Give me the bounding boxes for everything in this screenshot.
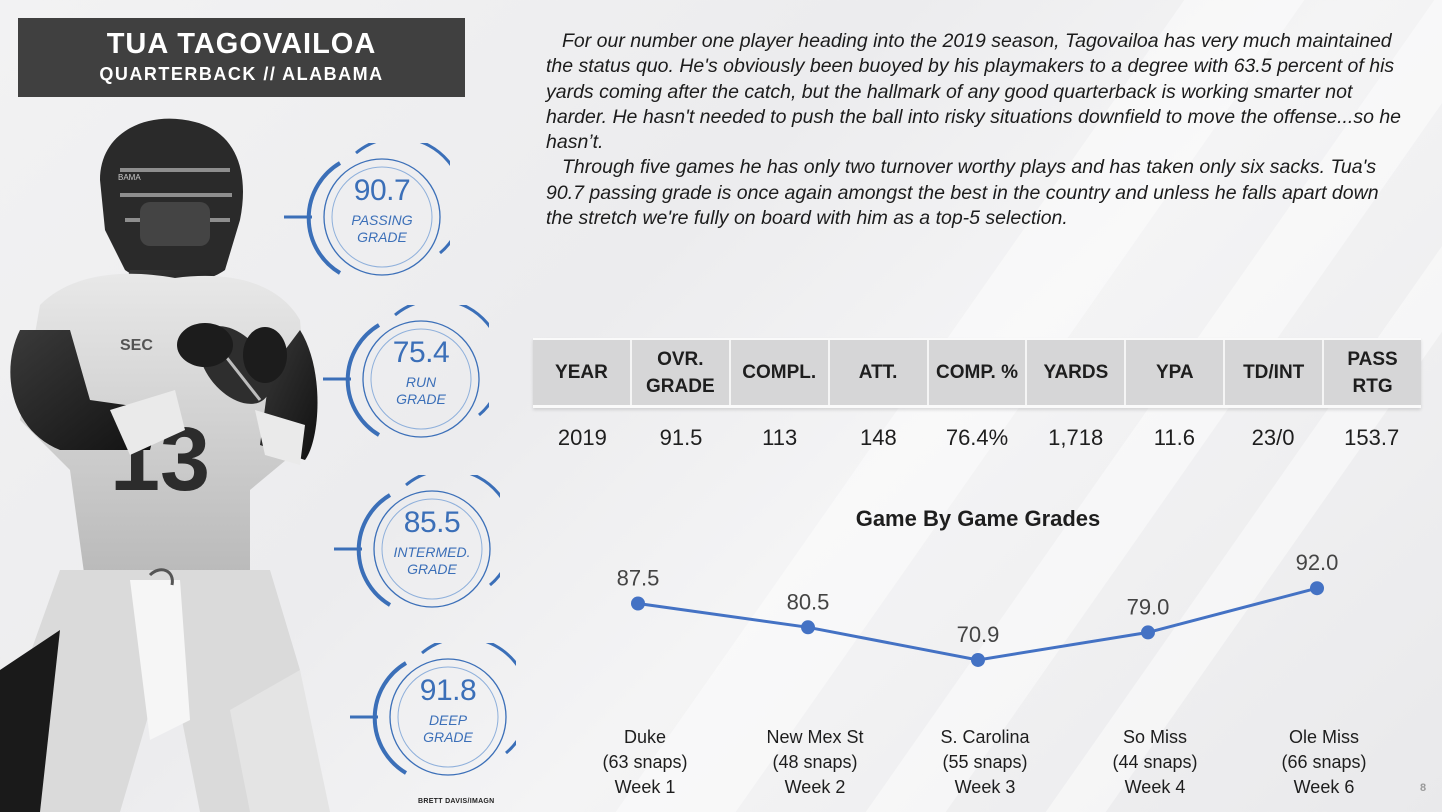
data-point (1310, 581, 1324, 596)
passing-grade-value: 90.7 (353, 174, 411, 207)
run-grade-label: RUN GRADE (396, 374, 446, 407)
intermediate-grade-value: 85.5 (403, 506, 461, 539)
intermediate-grade-ring: 85.5 INTERMED. GRADE (330, 475, 500, 615)
stats-table: YEAR OVR. GRADE COMPL. ATT. COMP. % YARDS YPA TD… (533, 338, 1421, 468)
run-grade-ring: 75.4 RUN GRADE (319, 305, 489, 445)
x-tick-label: Duke (624, 727, 666, 747)
stats-header-cell: PASS RTG (1347, 348, 1398, 397)
svg-text:BAMA: BAMA (118, 173, 141, 182)
player-position-school: QUARTERBACK // ALABAMA (99, 64, 384, 84)
stats-value-cell: 91.5 (659, 425, 703, 450)
stats-value-cell: 1,718 (1048, 425, 1104, 450)
stats-value-cell: 11.6 (1153, 425, 1195, 450)
stats-header-cell: TD/INT (1225, 340, 1325, 405)
stats-header-cell: YPA (1126, 340, 1226, 405)
player-photo: BAMA SEC 13 (0, 118, 330, 812)
stats-header-cell: YEAR (533, 340, 632, 405)
x-tick-label: (55 snaps) (942, 752, 1027, 772)
photo-credit: BRETT DAVIS/IMAGN (418, 798, 495, 805)
stats-value-cell: 148 (859, 425, 897, 450)
run-grade-value: 75.4 (392, 336, 450, 369)
summary-paragraph-2: Through five games he has only two turno… (546, 156, 1379, 230)
data-point (801, 620, 815, 635)
stats-value-cell: 2019 (557, 425, 607, 450)
x-tick-label: Week 3 (955, 777, 1016, 797)
svg-text:SEC: SEC (120, 337, 153, 354)
data-label: 79.0 (1127, 594, 1170, 619)
x-tick-label: Week 6 (1294, 777, 1355, 797)
passing-grade-label: PASSING GRADE (351, 212, 413, 245)
intermediate-grade-label: INTERMED. GRADE (393, 544, 471, 577)
x-tick-label: Ole Miss (1289, 727, 1359, 747)
stats-header-cell: ATT. (830, 340, 929, 405)
data-point (971, 652, 985, 667)
data-label: 87.5 (617, 566, 660, 591)
player-summary: For our number one player heading into t… (546, 29, 1406, 231)
stats-header-cell: YARDS (1027, 340, 1127, 405)
player-header: TUA TAGOVAILOA QUARTERBACK // ALABAMA (18, 18, 465, 97)
x-tick-label: So Miss (1123, 727, 1187, 747)
x-tick-label: New Mex St (766, 727, 863, 747)
data-label: 92.0 (1296, 550, 1339, 575)
data-point (631, 596, 645, 611)
game-grades-chart: 87.5 Duke (63 snaps) Week 1 80.5 New Mex St (4… (602, 550, 1366, 797)
player-name: TUA TAGOVAILOA (106, 28, 377, 60)
x-tick-label: Week 1 (615, 777, 676, 797)
deep-grade-label: DEEP GRADE (423, 712, 473, 745)
stats-header-cell: COMP. % (929, 340, 1028, 405)
stats-header-cell: COMPL. (731, 340, 830, 405)
x-tick-label: (48 snaps) (772, 752, 857, 772)
stats-value-cell: 23/0 (1251, 425, 1295, 450)
stats-value-cell: 153.7 (1344, 425, 1400, 450)
summary-paragraph-1: For our number one player heading into t… (546, 30, 1402, 154)
stats-header-cell: OVR. GRADE (632, 340, 731, 405)
data-label: 70.9 (957, 622, 1000, 647)
x-tick-label: Week 2 (785, 777, 846, 797)
stats-table-row: 2019 91.5 113 148 76.4% 1,718 11.6 23/0 153.7 (533, 408, 1421, 468)
deep-grade-ring: 91.8 DEEP GRADE (346, 643, 516, 783)
x-tick-label: Week 4 (1125, 777, 1186, 797)
stats-value-cell: 113 (762, 425, 798, 450)
page-number: 8 (1420, 782, 1427, 794)
x-tick-label: (66 snaps) (1281, 752, 1366, 772)
x-tick-label: (63 snaps) (602, 752, 687, 772)
data-label: 80.5 (787, 589, 830, 614)
stats-value-cell: 76.4% (945, 425, 1009, 450)
stats-table-header: YEAR OVR. GRADE COMPL. ATT. COMP. % YARDS YPA TD… (533, 338, 1421, 408)
deep-grade-value: 91.8 (419, 674, 477, 707)
data-point (1141, 625, 1155, 640)
x-tick-label: S. Carolina (940, 727, 1030, 747)
x-tick-label: (44 snaps) (1112, 752, 1197, 772)
passing-grade-ring: 90.7 PASSING GRADE (280, 143, 450, 283)
chart-title: Game By Game Grades (855, 506, 1101, 531)
